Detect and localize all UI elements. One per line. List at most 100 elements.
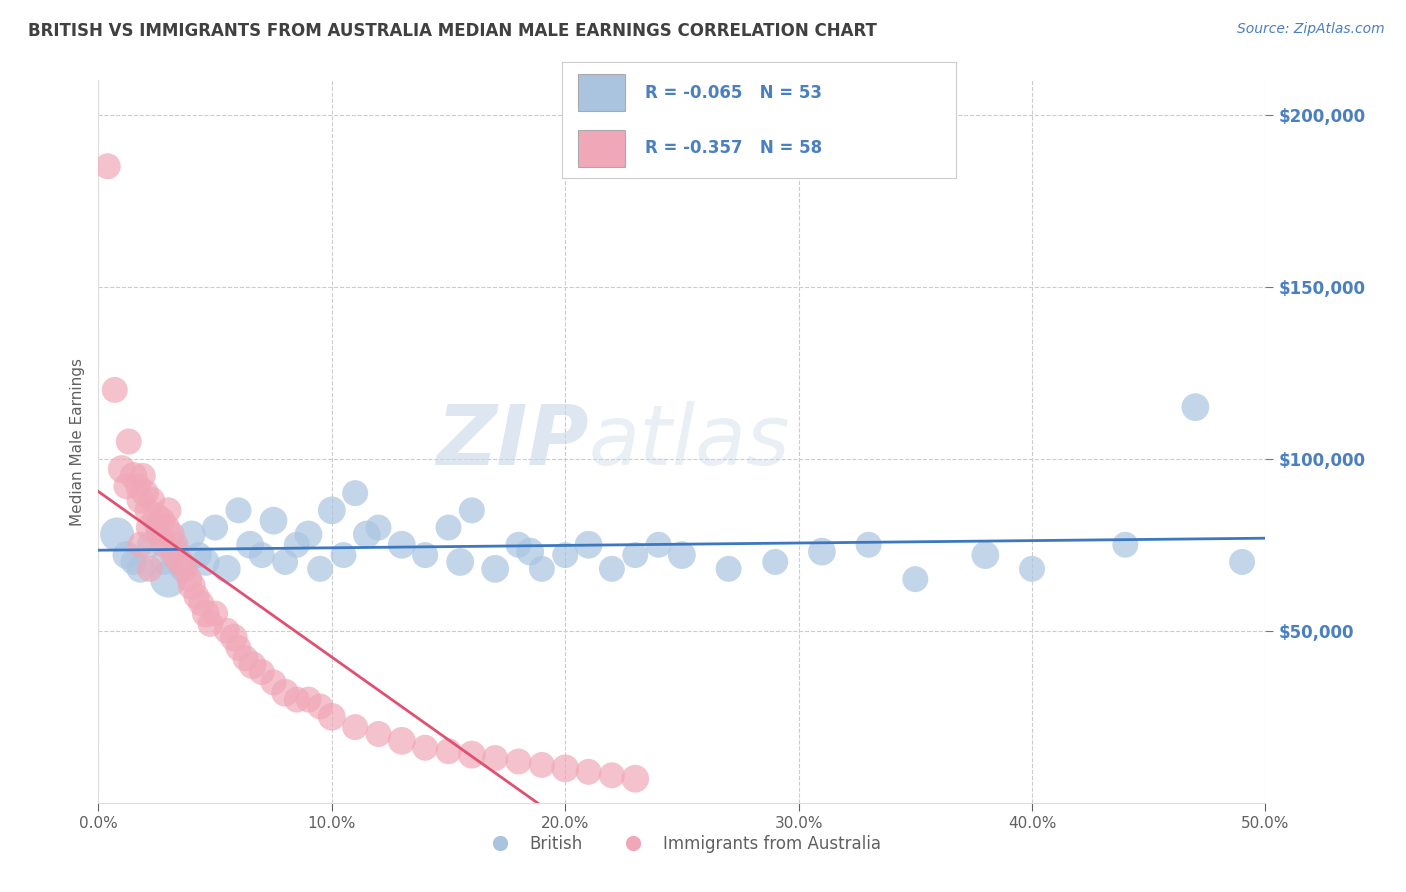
Point [115,479,138,493]
Text: R = -0.065   N = 53: R = -0.065 N = 53 [645,84,823,102]
Point [250,548,273,562]
Point [186,590,208,604]
Point [717,562,740,576]
Point [157,572,180,586]
Point [530,758,553,772]
Point [274,555,297,569]
Point [228,640,250,655]
Point [111,462,134,476]
Point [146,510,169,524]
FancyBboxPatch shape [578,74,626,112]
Point [122,555,145,569]
Point [413,548,436,562]
Point [129,493,152,508]
Point [600,562,623,576]
Point [274,686,297,700]
Point [858,538,880,552]
Point [173,562,195,576]
Point [215,562,238,576]
Point [344,720,367,734]
Point [344,486,367,500]
Point [437,520,460,534]
Point [187,548,209,562]
Point [204,520,226,534]
Point [391,734,413,748]
Point [449,555,471,569]
Point [811,544,834,558]
Point [974,548,997,562]
Point [297,692,319,706]
Point [763,555,786,569]
Point [519,544,541,558]
Point [508,755,530,769]
Point [250,665,273,679]
Point [155,520,177,534]
Point [413,740,436,755]
Point [146,520,169,534]
Point [508,538,530,552]
Point [578,538,600,552]
Point [461,503,484,517]
Point [204,607,226,621]
Point [600,768,623,782]
Text: Source: ZipAtlas.com: Source: ZipAtlas.com [1237,22,1385,37]
Point [647,538,669,552]
Point [104,383,127,397]
Point [180,527,202,541]
Point [180,579,202,593]
Point [309,699,332,714]
Y-axis label: Median Male Earnings: Median Male Earnings [69,358,84,525]
Point [484,562,506,576]
Point [391,538,413,552]
Point [165,538,187,552]
Text: R = -0.357   N = 58: R = -0.357 N = 58 [645,139,823,157]
Point [162,548,184,562]
Point [1114,538,1136,552]
Point [194,607,217,621]
Point [139,562,162,576]
Point [132,469,155,483]
Point [1021,562,1043,576]
Point [671,548,693,562]
Legend: British, Immigrants from Australia: British, Immigrants from Australia [477,828,887,860]
Point [239,538,262,552]
Point [624,772,647,786]
Point [904,572,927,586]
Point [122,469,145,483]
Point [148,527,170,541]
Point [367,727,389,741]
Point [129,538,152,552]
Point [222,631,245,645]
Point [139,538,162,552]
Point [530,562,553,576]
Point [242,658,264,673]
Point [321,710,343,724]
Point [624,548,647,562]
Point [190,596,212,610]
Point [157,503,180,517]
Point [165,544,187,558]
Point [1230,555,1253,569]
Point [285,692,308,706]
Point [169,555,191,569]
Point [127,479,149,493]
Point [172,562,194,576]
Point [461,747,484,762]
Point [150,514,173,528]
Point [297,527,319,541]
Point [554,761,576,775]
Text: ZIP: ZIP [436,401,589,482]
Text: atlas: atlas [589,401,790,482]
Point [134,486,156,500]
Point [159,527,181,541]
Point [554,548,576,562]
Point [179,572,201,586]
Point [228,503,250,517]
Point [152,555,174,569]
Point [1184,400,1206,414]
Point [332,548,354,562]
Point [136,503,159,517]
Point [141,493,163,508]
Point [321,503,343,517]
Point [194,555,217,569]
